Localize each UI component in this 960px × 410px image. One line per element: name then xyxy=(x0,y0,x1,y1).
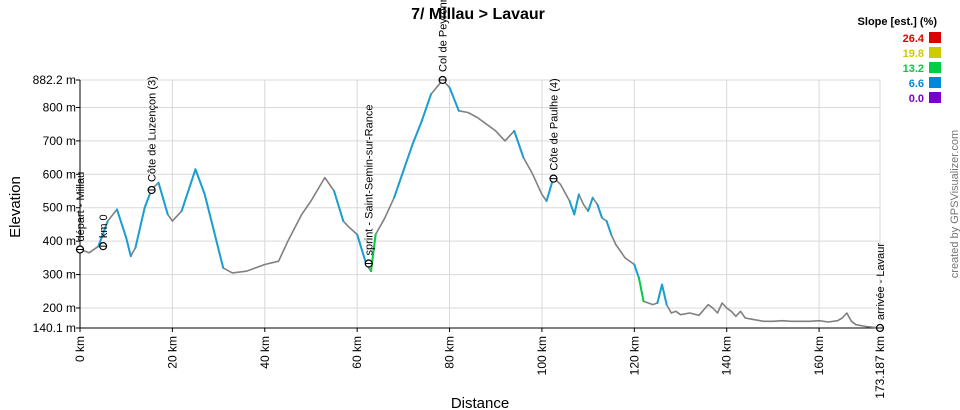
slope-segment xyxy=(194,168,206,196)
x-axis-ticks: 0 km 20 km 40 km 60 km 80 km 100 km 120 km 140 … xyxy=(73,328,887,399)
legend-swatch xyxy=(929,32,941,43)
legend-value: 0.0 xyxy=(909,93,924,105)
slope-segment xyxy=(513,129,525,159)
slope-segment xyxy=(134,206,146,249)
x-tick-label: 120 km xyxy=(627,336,641,375)
legend-value: 6.6 xyxy=(909,78,924,90)
waypoints: départ - Millau km 0 Côte de Luzençon (3) s… xyxy=(75,0,887,333)
y-axis-title: Elevation xyxy=(7,176,24,238)
waypoint-label: Col de Peyronnenc (2) xyxy=(438,0,450,72)
legend-value: 19.8 xyxy=(903,48,924,60)
slope-segment xyxy=(573,193,580,216)
waypoint-label: Côte de Luzençon (3) xyxy=(147,76,159,182)
slope-segment xyxy=(411,119,423,146)
slope-legend: Slope [est.] (%) 26.4 19.8 13.2 6.6 0.0 xyxy=(858,16,941,105)
x-tick-label: 140 km xyxy=(720,336,734,375)
y-tick-label: 140.1 m xyxy=(33,321,76,335)
x-axis-title: Distance xyxy=(451,395,509,410)
y-tick-label: 200 m xyxy=(43,301,76,315)
slope-segment xyxy=(420,93,433,122)
slope-segment xyxy=(661,283,668,306)
x-tick-label: 20 km xyxy=(165,336,179,369)
x-tick-label: 160 km xyxy=(812,336,826,375)
legend-title: Slope [est.] (%) xyxy=(858,16,938,28)
y-axis-ticks: 140.1 m 200 m 300 m 400 m 500 m 600 m 700 m 800… xyxy=(33,73,80,335)
x-tick-label: 80 km xyxy=(443,336,457,369)
slope-segment xyxy=(212,230,225,269)
slope-segment xyxy=(568,200,576,216)
y-tick-label: 882.2 m xyxy=(33,73,76,87)
grid-lines xyxy=(79,79,881,329)
slope-segment xyxy=(587,196,594,213)
x-tick-label: 173.187 km xyxy=(873,336,887,399)
y-tick-label: 800 m xyxy=(43,100,76,114)
y-tick-label: 400 m xyxy=(43,234,76,248)
slope-segment xyxy=(203,193,215,233)
waypoint-label: départ - Millau xyxy=(75,172,87,242)
credit-text: created by GPSVisualizer.com xyxy=(949,130,960,278)
slope-segment xyxy=(596,203,603,219)
slope-segment xyxy=(637,276,645,303)
waypoint-label: km 0 xyxy=(98,214,110,238)
legend-swatch xyxy=(929,92,941,103)
slope-segment xyxy=(180,168,197,213)
legend-value: 13.2 xyxy=(903,63,924,75)
x-tick-label: 100 km xyxy=(535,336,549,375)
y-tick-label: 300 m xyxy=(43,268,76,282)
legend-swatch xyxy=(929,77,941,88)
plot-area xyxy=(79,79,881,329)
elevation-line xyxy=(79,79,881,329)
waypoint-label: arrivée - Lavaur xyxy=(875,243,887,320)
x-tick-label: 40 km xyxy=(258,336,272,369)
slope-segment xyxy=(633,263,640,279)
chart-title: 7/ Millau > Lavaur xyxy=(411,6,545,23)
y-tick-label: 600 m xyxy=(43,167,76,181)
slope-segment xyxy=(605,220,613,236)
slope-segment xyxy=(333,190,345,223)
x-tick-label: 0 km xyxy=(73,336,87,362)
slope-segment xyxy=(356,233,368,266)
legend-swatch xyxy=(929,62,941,73)
slope-segment xyxy=(393,169,405,199)
waypoint-label: Côte de Paulhe (4) xyxy=(548,78,560,170)
legend-value: 26.4 xyxy=(903,33,925,45)
slope-segment xyxy=(115,208,128,239)
slope-segment xyxy=(125,236,132,258)
slope-segment xyxy=(402,143,414,172)
y-tick-label: 700 m xyxy=(43,134,76,148)
slope-segment xyxy=(448,86,460,112)
slope-segment xyxy=(97,220,109,248)
x-tick-label: 60 km xyxy=(350,336,364,369)
slope-segment xyxy=(656,283,664,304)
y-tick-label: 500 m xyxy=(43,201,76,215)
slope-segment xyxy=(157,181,169,216)
legend-swatch xyxy=(929,47,941,58)
waypoint-label: sprint - Saint-Semin-sur-Rance xyxy=(364,105,376,256)
